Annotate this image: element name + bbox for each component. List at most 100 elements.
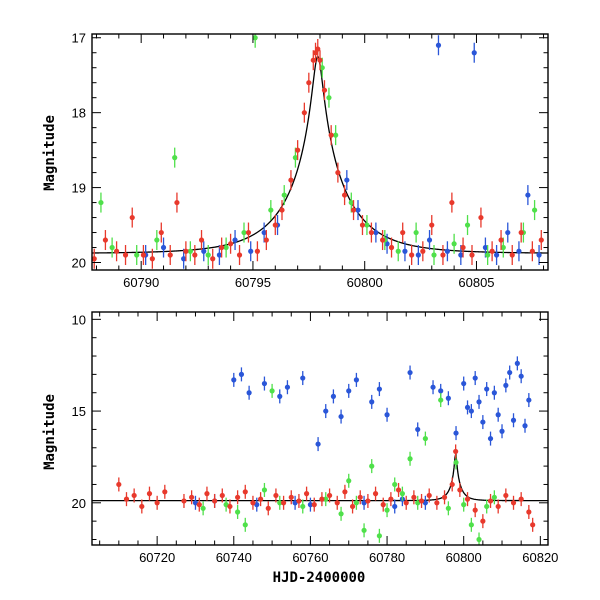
data-point — [268, 207, 274, 213]
data-point — [241, 229, 247, 236]
data-point — [317, 57, 323, 63]
data-point — [192, 252, 198, 258]
data-point — [326, 95, 332, 101]
data-point — [478, 214, 484, 221]
data-point — [503, 492, 509, 499]
y-tick-label: 19 — [72, 181, 86, 196]
data-point — [342, 489, 348, 495]
data-point — [445, 395, 451, 401]
data-point — [518, 496, 524, 502]
data-point — [510, 500, 517, 506]
data-point — [312, 50, 319, 56]
data-point — [364, 222, 370, 228]
data-point — [503, 382, 509, 388]
data-point — [174, 199, 180, 206]
data-point — [526, 509, 532, 515]
data-point — [468, 408, 474, 414]
data-point — [499, 428, 505, 434]
data-point — [500, 244, 506, 251]
y-tick-label: 20 — [72, 256, 86, 271]
data-point — [458, 252, 464, 258]
data-point — [236, 252, 243, 258]
data-point — [326, 492, 333, 499]
microlensing-model-curve — [92, 453, 548, 502]
x-tick-label: 60760 — [292, 550, 328, 565]
data-point — [281, 192, 287, 198]
data-point — [505, 229, 511, 236]
data-point — [495, 503, 501, 510]
data-point — [212, 498, 218, 504]
x-tick-label: 60800 — [347, 275, 383, 290]
x-tick-label: 60720 — [139, 550, 175, 565]
bottom-panel-full-lightcurve: 60720 60740 60760 60780 60800 60820 10 15 20 — [72, 311, 558, 565]
data-point — [471, 50, 477, 56]
data-point — [334, 500, 340, 506]
data-point — [369, 463, 375, 469]
data-point — [238, 371, 245, 377]
data-point — [453, 459, 459, 466]
data-point — [361, 527, 367, 533]
data-point — [335, 170, 341, 176]
data-point — [426, 237, 433, 243]
data-point — [98, 199, 104, 206]
data-point — [418, 498, 425, 504]
data-point — [330, 393, 337, 399]
data-point — [181, 498, 187, 504]
data-point — [431, 252, 437, 258]
data-point — [480, 419, 486, 425]
data-point — [388, 244, 395, 251]
data-point — [525, 192, 531, 198]
data-point — [158, 229, 164, 236]
data-point — [261, 229, 267, 236]
data-point — [263, 237, 269, 243]
data-point — [392, 481, 398, 488]
data-point — [219, 492, 225, 499]
data-point — [402, 248, 408, 254]
data-point — [518, 373, 524, 379]
data-point — [232, 237, 238, 243]
data-point — [495, 412, 501, 418]
data-point — [357, 494, 363, 500]
data-point — [457, 487, 463, 493]
data-point — [445, 505, 451, 511]
top-y-axis-title: Magnitude — [42, 115, 58, 191]
data-point — [303, 491, 310, 497]
data-point — [319, 65, 325, 71]
data-point — [102, 237, 109, 243]
data-point — [187, 248, 193, 254]
data-point — [245, 229, 252, 236]
data-point — [498, 237, 504, 243]
data-point — [183, 248, 189, 254]
data-point — [464, 222, 471, 228]
data-point — [216, 252, 223, 258]
data-point — [388, 496, 394, 502]
data-point — [307, 502, 314, 508]
data-point — [422, 435, 428, 442]
data-point — [510, 417, 517, 423]
data-point — [451, 241, 457, 247]
data-point — [315, 441, 321, 447]
data-point — [181, 256, 187, 262]
data-point — [407, 456, 413, 462]
data-point — [407, 369, 413, 376]
data-point — [384, 412, 390, 418]
data-point — [219, 244, 225, 251]
data-point — [493, 252, 500, 258]
x-tick-label: 60805 — [458, 275, 494, 290]
data-point — [373, 229, 379, 236]
data-point — [453, 448, 459, 455]
data-point — [295, 147, 301, 153]
data-point — [491, 494, 497, 500]
data-point — [300, 503, 306, 510]
data-point — [395, 248, 401, 254]
data-point — [149, 256, 155, 262]
data-point — [480, 518, 486, 524]
data-point — [411, 494, 417, 500]
data-point — [440, 252, 446, 258]
data-point — [353, 377, 360, 383]
data-point — [526, 397, 532, 403]
plot-frame — [91, 311, 549, 546]
microlensing-model-curve — [92, 56, 548, 254]
data-point — [350, 207, 357, 213]
data-point — [235, 509, 241, 515]
